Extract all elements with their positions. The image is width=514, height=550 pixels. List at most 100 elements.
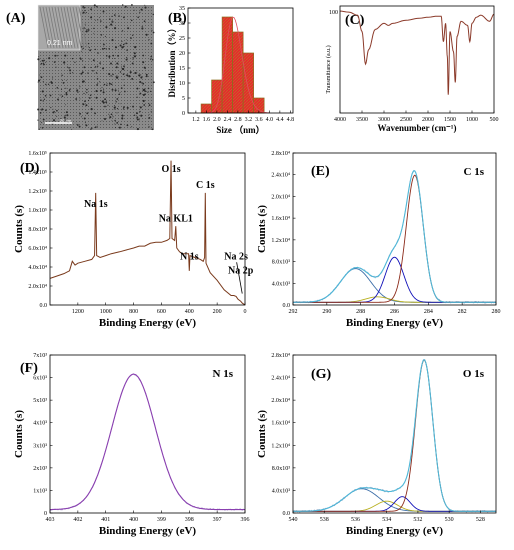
- core-level-label: O 1s: [463, 368, 485, 380]
- y-axis-label: Distribution（%）: [167, 23, 177, 97]
- fringe-line: [45, 6, 55, 49]
- particle: [91, 127, 93, 129]
- particle: [79, 112, 81, 115]
- y-tick-label: 5: [182, 96, 185, 102]
- particle: [106, 84, 108, 86]
- fit-component: [293, 359, 496, 512]
- particle: [41, 108, 44, 111]
- x-tick-label: 1000: [466, 117, 478, 123]
- y-tick-label: 8.0x10³: [272, 260, 291, 266]
- raw-spectrum: [292, 358, 497, 513]
- particle: [97, 65, 99, 67]
- particle: [85, 12, 87, 14]
- particle: [43, 98, 46, 100]
- particle: [136, 71, 138, 73]
- particle: [110, 75, 112, 77]
- particle: [120, 123, 122, 126]
- peak-annotation: N 1s: [180, 251, 199, 262]
- particle: [84, 100, 86, 103]
- particle: [144, 4, 146, 6]
- particle: [69, 88, 71, 91]
- particle: [93, 27, 95, 30]
- particle: [61, 79, 63, 81]
- particle: [124, 5, 127, 8]
- particle: [121, 117, 124, 120]
- particle: [85, 104, 88, 107]
- core-level-label: N 1s: [213, 368, 234, 380]
- y-tick-label: 30: [179, 21, 185, 27]
- particle: [140, 8, 143, 11]
- x-tick-label: 2.4: [224, 117, 232, 123]
- particle: [96, 125, 98, 127]
- fit-component: [293, 174, 496, 303]
- particle: [64, 119, 67, 122]
- particle: [37, 119, 39, 121]
- x-axis-label: Binding Energy (eV): [346, 317, 444, 329]
- x-tick-label: 400: [185, 309, 194, 315]
- panel-label: (C): [345, 13, 365, 28]
- particle: [55, 66, 57, 68]
- particle: [89, 58, 91, 60]
- particle: [148, 104, 151, 106]
- particle: [111, 15, 113, 17]
- particle: [130, 37, 132, 39]
- particle: [104, 105, 106, 108]
- particle: [66, 111, 68, 113]
- particle: [112, 21, 114, 23]
- particle: [140, 114, 143, 117]
- particle: [78, 125, 81, 128]
- particle: [147, 91, 149, 94]
- particle: [116, 107, 119, 110]
- particle: [150, 42, 153, 45]
- particle: [125, 38, 127, 40]
- y-tick-label: 0.0: [283, 511, 291, 517]
- particle: [103, 117, 107, 121]
- particle: [53, 61, 56, 63]
- particle: [109, 18, 111, 20]
- fringe-line: [66, 6, 76, 49]
- particle: [136, 116, 139, 119]
- panel-e: (E) C 1s 292 290 288 286 284 282 280 0.0 4.0x10³ 8.…: [256, 151, 501, 329]
- x-tick-label: 398: [185, 517, 194, 523]
- fringe-line: [57, 6, 67, 49]
- particle: [76, 89, 79, 92]
- particle: [114, 123, 116, 125]
- particle: [90, 108, 93, 111]
- histogram-bar: [232, 31, 244, 114]
- fringe-line: [72, 6, 82, 49]
- particle: [56, 109, 58, 112]
- particle: [136, 87, 139, 90]
- particle: [102, 10, 105, 13]
- peak-annotation: C 1s: [196, 180, 215, 191]
- particle: [74, 61, 76, 64]
- particle: [82, 80, 85, 83]
- particle: [43, 64, 45, 66]
- particle: [66, 66, 68, 68]
- particle: [146, 90, 148, 92]
- x-axis-label: Binding Energy (eV): [346, 525, 444, 537]
- particle: [120, 87, 123, 89]
- particle: [132, 57, 134, 59]
- particle: [112, 116, 114, 118]
- particle: [69, 72, 71, 74]
- particle: [131, 126, 133, 128]
- y-tick-label: 1.4x10⁵: [28, 170, 47, 176]
- particle: [121, 46, 124, 49]
- particle: [102, 67, 105, 70]
- particle: [151, 59, 154, 61]
- fringe-line: [42, 6, 52, 49]
- y-tick-label: 10: [179, 81, 185, 87]
- x-tick-label: 399: [157, 517, 166, 523]
- particle: [114, 46, 118, 49]
- particle: [86, 112, 89, 115]
- particle: [125, 58, 128, 61]
- particle: [87, 42, 90, 45]
- x-tick-label: 284: [424, 309, 433, 315]
- y-tick-label: 100: [329, 10, 338, 16]
- particle: [126, 106, 129, 109]
- particle: [130, 19, 133, 22]
- particle: [114, 127, 117, 129]
- raw-spectrum: [292, 169, 497, 304]
- panel-b: (B) 1.2 1.6 2.0 2.4 2.8 3.2 3.6 4.0 4.4 4.8 0 5 10 15 2…: [167, 6, 294, 135]
- particle: [53, 110, 55, 113]
